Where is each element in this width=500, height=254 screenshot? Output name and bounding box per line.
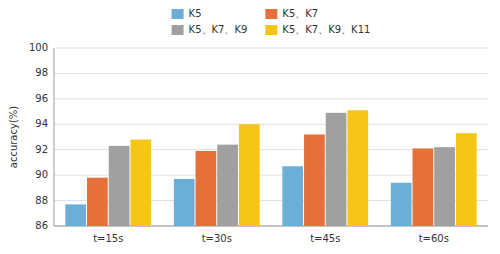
bars (65, 110, 476, 226)
legend-swatch (172, 25, 184, 35)
x-tick-label: t=60s (419, 233, 449, 244)
grid-line (54, 98, 488, 99)
y-tick-label: 96 (35, 93, 48, 104)
legend-swatch (265, 9, 277, 19)
legend-label: K5、K7、K9、K11 (282, 24, 370, 35)
y-tick-label: 98 (35, 67, 48, 78)
x-tick-labels: t=15s t=30s t=45s t=60s (93, 233, 449, 244)
y-tick-label: 100 (29, 42, 48, 53)
grid-line (54, 124, 488, 125)
bar (239, 124, 260, 226)
bar (456, 133, 477, 226)
y-tick-label: 88 (35, 195, 48, 206)
y-axis-line (54, 48, 55, 226)
y-grid (54, 48, 488, 226)
x-tick-label: t=30s (202, 233, 232, 244)
chart-svg: 86 88 90 92 94 96 98 100 t=15s t=30s t=45s t=60s acc… (0, 0, 500, 254)
bar-series (87, 134, 433, 226)
legend-label: K5、K7、K9 (189, 24, 248, 35)
legend-item: K5、K7 (265, 8, 318, 19)
y-tick-label: 94 (35, 118, 48, 129)
bar (347, 110, 368, 226)
y-tick-label: 86 (35, 220, 48, 231)
bar (282, 166, 303, 226)
page: {"chart_data": {"type": "bar", "ylabel":… (0, 0, 500, 254)
bar (130, 140, 151, 226)
grid-line (54, 73, 488, 74)
chart-container: 86 88 90 92 94 96 98 100 t=15s t=30s t=45s t=60s acc… (0, 0, 500, 254)
y-tick-labels: 86 88 90 92 94 96 98 100 (29, 42, 48, 231)
bar (326, 113, 347, 226)
bar (87, 178, 108, 226)
bar (413, 148, 434, 226)
legend-item: K5、K7、K9 (172, 24, 248, 35)
bar-series (109, 113, 455, 226)
x-tick-label: t=15s (93, 233, 123, 244)
legend-item: K5 (172, 8, 202, 19)
bar (217, 145, 238, 226)
bar (391, 183, 412, 226)
grid-line (54, 48, 488, 49)
legend-label: K5、K7 (282, 8, 318, 19)
y-axis-label: accuracy(%) (8, 106, 19, 169)
legend-label: K5 (189, 8, 202, 19)
bar (196, 151, 217, 226)
bar-series (130, 110, 476, 226)
bar (434, 147, 455, 226)
legend-item: K5、K7、K9、K11 (265, 24, 370, 35)
x-tick-label: t=45s (310, 233, 340, 244)
y-tick-label: 90 (35, 169, 48, 180)
bar (174, 179, 195, 226)
bar (109, 146, 130, 226)
legend: K5 K5、K7 K5、K7、K9 K5、K7、K9、K11 (172, 8, 371, 35)
legend-swatch (172, 9, 184, 19)
bar (304, 134, 325, 226)
y-tick-label: 92 (35, 144, 48, 155)
legend-swatch (265, 25, 277, 35)
bar (65, 204, 86, 226)
